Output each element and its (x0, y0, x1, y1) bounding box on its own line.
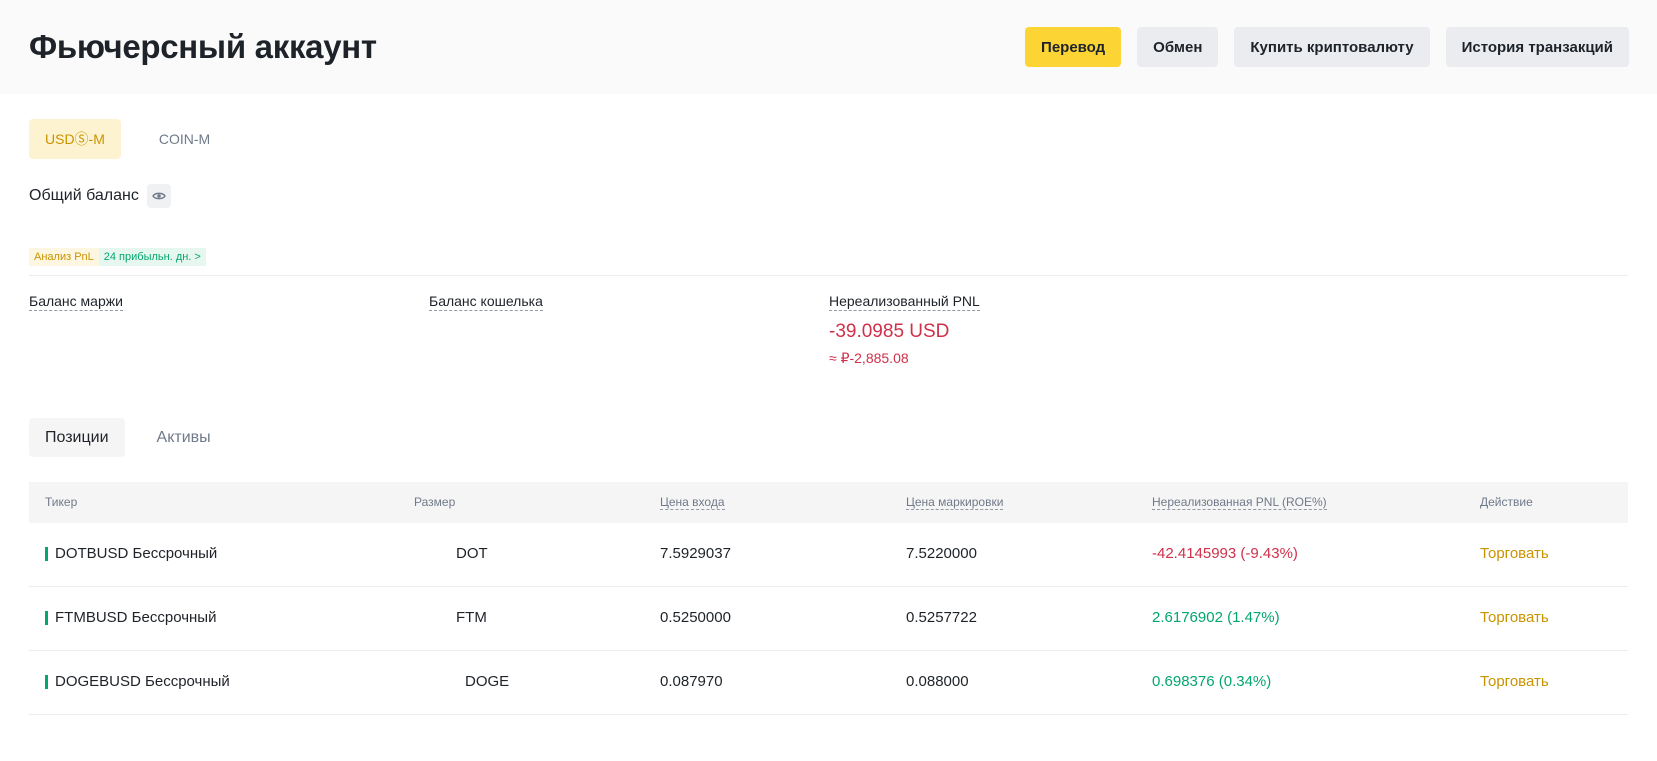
position-indicator (45, 610, 48, 625)
table-row: DOGEBUSD Бессрочный DOGE 0.087970 0.0880… (29, 651, 1628, 715)
positions-tabs: Позиции Активы (29, 418, 227, 457)
header-action: Действие (1480, 495, 1533, 509)
tab-coin-m[interactable]: COIN-M (158, 131, 211, 147)
table-row: FTMBUSD Бессрочный FTM 0.5250000 0.52577… (29, 587, 1628, 651)
size-cell: FTM (456, 609, 487, 626)
entry-price-cell: 7.5929037 (660, 545, 731, 562)
profit-days-badge[interactable]: 24 прибыльн. дн. > (98, 248, 206, 266)
trade-link[interactable]: Торговать (1480, 673, 1549, 690)
mark-price-cell: 7.5220000 (906, 545, 977, 562)
header-mark-price[interactable]: Цена маркировки (906, 495, 1004, 510)
unrealized-pnl-value: -39.0985 USD (829, 321, 950, 342)
divider (29, 275, 1628, 276)
exchange-button[interactable]: Обмен (1137, 27, 1219, 67)
tab-positions[interactable]: Позиции (29, 418, 125, 457)
total-balance-header: Общий баланс (29, 184, 171, 208)
header-size: Размер (414, 495, 456, 509)
size-cell: DOGE (465, 673, 510, 690)
ticker-cell: DOGEBUSD Бессрочный (45, 673, 230, 690)
tab-usds-m[interactable]: USDⓈ-M (29, 119, 121, 159)
eye-icon[interactable] (146, 184, 171, 208)
account-type-tabs: USDⓈ-M COIN-M (29, 119, 226, 159)
header-ticker: Тикер (45, 495, 78, 509)
ticker-cell: FTMBUSD Бессрочный (45, 609, 216, 626)
mark-price-cell: 0.5257722 (906, 609, 977, 626)
unrealized-pnl-approx: ≈ ₽-2,885.08 (829, 350, 909, 366)
mark-price-cell: 0.088000 (906, 673, 969, 690)
page-header: Фьючерсный аккаунт Перевод Обмен Купить … (0, 0, 1657, 94)
ticker-name: FTMBUSD Бессрочный (55, 609, 217, 626)
margin-balance-label[interactable]: Баланс маржи (29, 293, 123, 311)
ticker-name: DOGEBUSD Бессрочный (55, 673, 230, 690)
tab-assets[interactable]: Активы (156, 429, 211, 446)
transaction-history-button[interactable]: История транзакций (1445, 27, 1629, 67)
unrealized-pnl-label[interactable]: Нереализованный PNL (829, 293, 980, 311)
page-title: Фьючерсный аккаунт (29, 28, 377, 65)
wallet-balance-label[interactable]: Баланс кошелька (429, 293, 543, 311)
entry-price-cell: 0.087970 (660, 673, 723, 690)
entry-price-cell: 0.5250000 (660, 609, 731, 626)
ticker-cell: DOTBUSD Бессрочный (45, 545, 217, 562)
positions-table: Тикер Размер Цена входа Цена маркировки … (29, 482, 1628, 715)
pnl-cell: 0.698376 (0.34%) (1152, 673, 1272, 690)
pnl-analysis-chip[interactable]: Анализ PnL 24 прибыльн. дн. > (29, 248, 206, 266)
ticker-name: DOTBUSD Бессрочный (55, 545, 218, 562)
total-balance-title: Общий баланс (29, 187, 139, 204)
buy-crypto-button[interactable]: Купить криптовалюту (1234, 27, 1430, 67)
table-row: DOTBUSD Бессрочный DOT 7.5929037 7.52200… (29, 523, 1628, 587)
pnl-cell: -42.4145993 (-9.43%) (1152, 545, 1298, 562)
pnl-analysis-label: Анализ PnL (29, 248, 99, 266)
transfer-button[interactable]: Перевод (1025, 27, 1122, 67)
trade-link[interactable]: Торговать (1480, 609, 1549, 626)
position-indicator (45, 674, 48, 689)
position-indicator (45, 546, 48, 561)
size-cell: DOT (456, 545, 488, 562)
trade-link[interactable]: Торговать (1480, 545, 1549, 562)
header-unrealized-pnl[interactable]: Нереализованная PNL (ROE%) (1152, 495, 1327, 510)
pnl-cell: 2.6176902 (1.47%) (1152, 609, 1280, 626)
header-entry-price[interactable]: Цена входа (660, 495, 725, 510)
table-header: Тикер Размер Цена входа Цена маркировки … (29, 482, 1628, 523)
header-actions: Перевод Обмен Купить криптовалюту Истори… (1025, 27, 1629, 67)
